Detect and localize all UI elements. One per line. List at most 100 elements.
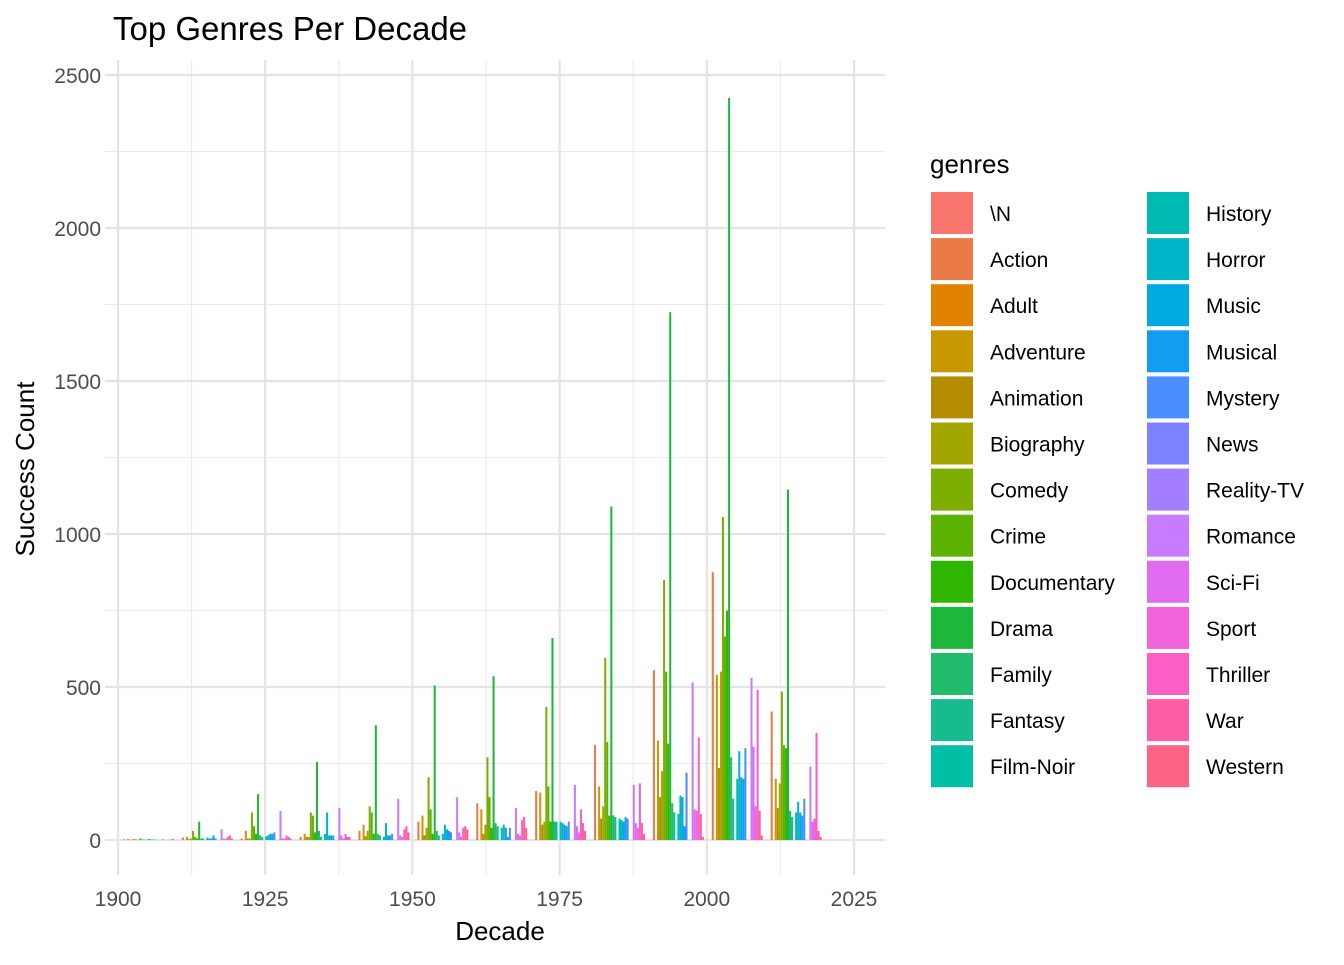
bar: [702, 837, 704, 840]
bar: [249, 838, 251, 840]
bar: [279, 811, 281, 840]
legend-label: Film-Noir: [990, 756, 1075, 779]
bar: [545, 707, 547, 840]
bar: [486, 757, 488, 840]
bar: [728, 98, 730, 840]
bar: [787, 490, 789, 840]
bar: [574, 785, 576, 840]
legend-label: Mystery: [1206, 387, 1280, 410]
legend-key: [931, 745, 973, 787]
bar: [562, 823, 564, 840]
bar: [221, 829, 223, 840]
legend-key: [1147, 238, 1189, 280]
legend-key: [931, 607, 973, 649]
bar: [627, 819, 629, 840]
bar: [320, 837, 322, 840]
legend-label: Sport: [1206, 618, 1256, 641]
bar: [639, 783, 641, 840]
bar: [578, 832, 580, 840]
bar: [509, 828, 511, 840]
bar: [818, 831, 820, 840]
bar: [405, 826, 407, 840]
legend-label: Action: [990, 249, 1048, 272]
bar: [584, 831, 586, 840]
legend-key: [931, 469, 973, 511]
bar: [139, 838, 141, 840]
bar: [669, 312, 671, 840]
bar: [286, 835, 288, 840]
y-tick-label: 0: [89, 830, 101, 853]
bar: [614, 817, 616, 840]
bar: [813, 819, 815, 840]
legend-key: [1147, 330, 1189, 372]
bar: [742, 779, 744, 840]
bar: [811, 822, 813, 840]
legend-title: genres: [930, 149, 1010, 179]
bar: [407, 832, 409, 840]
bar: [208, 838, 210, 840]
bar: [755, 806, 757, 840]
legend-key: [931, 515, 973, 557]
legend-key: [1147, 284, 1189, 326]
bar: [759, 811, 761, 840]
bar: [127, 839, 129, 840]
bar: [564, 825, 566, 840]
bar: [505, 828, 507, 840]
legend-label: Thriller: [1206, 664, 1270, 687]
bar: [190, 838, 192, 840]
bar: [781, 692, 783, 840]
bar: [480, 809, 482, 840]
bar: [123, 839, 125, 840]
bar: [304, 834, 306, 840]
bar: [255, 834, 257, 840]
bar: [428, 777, 430, 840]
bar: [399, 835, 401, 840]
bar: [785, 748, 787, 840]
bar: [192, 831, 194, 840]
bar: [612, 816, 614, 840]
bar: [446, 829, 448, 840]
legend-key: [931, 423, 973, 465]
bar: [809, 767, 811, 840]
bar: [306, 837, 308, 840]
legend-label: Western: [1206, 756, 1284, 779]
legend-label: Sci-Fi: [1206, 572, 1260, 595]
bar: [600, 819, 602, 840]
bar: [493, 676, 495, 840]
bar: [369, 806, 371, 840]
bar: [686, 773, 688, 840]
bar: [318, 831, 320, 840]
bar: [789, 811, 791, 840]
bar: [383, 837, 385, 840]
bar: [779, 783, 781, 840]
bar: [432, 834, 434, 840]
bar: [458, 832, 460, 840]
bar: [424, 835, 426, 840]
legend-label: Crime: [990, 526, 1046, 549]
bar: [777, 808, 779, 840]
bar: [391, 834, 393, 840]
bar: [456, 797, 458, 840]
bar: [397, 799, 399, 840]
bar: [803, 799, 805, 840]
bar: [403, 829, 405, 840]
bar: [681, 797, 683, 840]
bar: [665, 672, 667, 840]
bar: [371, 812, 373, 840]
bar: [740, 777, 742, 840]
bar: [149, 839, 151, 840]
bar: [726, 611, 728, 841]
bar: [188, 839, 190, 840]
bar: [375, 725, 377, 840]
bar: [261, 837, 263, 840]
bar: [541, 825, 543, 840]
legend-key: [931, 376, 973, 418]
bar: [288, 837, 290, 840]
bar: [312, 816, 314, 840]
bar: [251, 812, 253, 840]
bar: [442, 834, 444, 840]
bar: [568, 822, 570, 840]
bar: [436, 831, 438, 840]
